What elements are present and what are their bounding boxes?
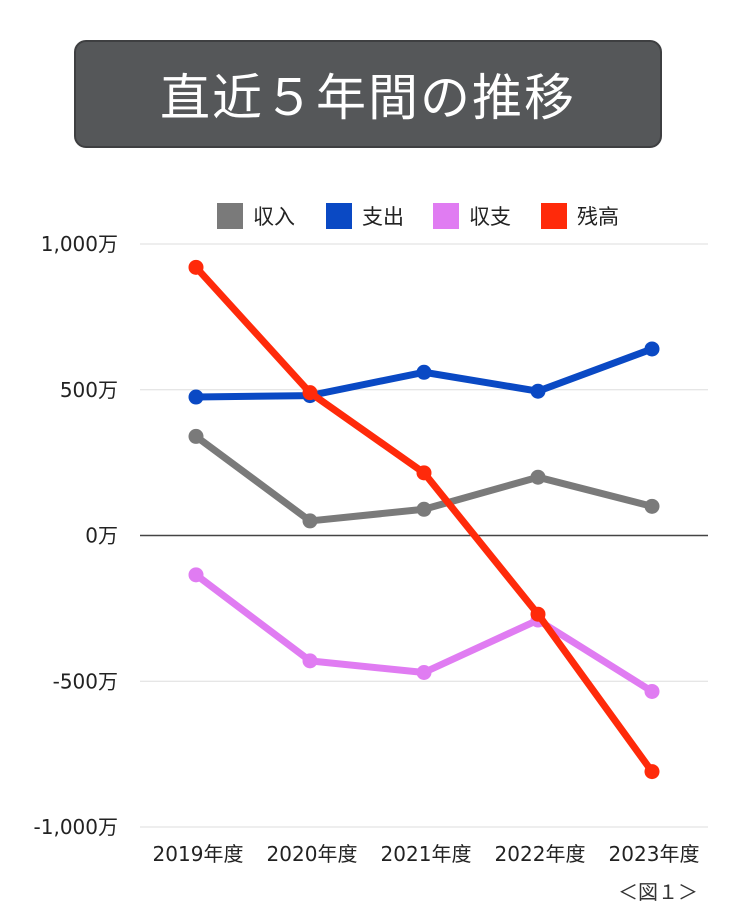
data-point	[530, 469, 546, 485]
data-point	[302, 513, 318, 529]
y-tick-label: 0万	[85, 524, 118, 548]
series-line	[192, 263, 656, 776]
figure-caption: ＜図１＞	[618, 880, 698, 904]
data-point	[416, 501, 432, 517]
legend-swatch	[326, 203, 352, 229]
data-point	[302, 385, 318, 401]
x-tick-label: 2020年度	[267, 842, 358, 866]
y-tick-label: 1,000万	[41, 232, 118, 256]
x-tick-label: 2022年度	[495, 842, 586, 866]
legend-label: 収支	[469, 205, 511, 229]
data-point	[530, 383, 546, 399]
title-banner: 直近５年間の推移	[74, 40, 662, 148]
legend-label: 収入	[253, 205, 295, 229]
data-point	[188, 259, 204, 275]
data-point	[416, 465, 432, 481]
legend-swatch	[217, 203, 243, 229]
legend-label: 残高	[577, 205, 619, 229]
legend-label: 支出	[362, 205, 404, 229]
x-tick-label: 2019年度	[153, 842, 244, 866]
data-point	[644, 498, 660, 514]
y-tick-label: -1,000万	[34, 815, 118, 839]
data-point	[188, 567, 204, 583]
data-point	[416, 665, 432, 681]
x-tick-label: 2023年度	[609, 842, 700, 866]
y-tick-label: 500万	[60, 378, 118, 402]
y-tick-label: -500万	[53, 669, 118, 693]
x-tick-label: 2021年度	[381, 842, 472, 866]
data-point	[530, 606, 546, 622]
data-point	[416, 364, 432, 380]
legend-swatch	[433, 203, 459, 229]
data-point	[644, 683, 660, 699]
data-point	[302, 653, 318, 669]
legend-swatch	[541, 203, 567, 229]
data-point	[644, 764, 660, 780]
data-point	[644, 341, 660, 357]
data-point	[188, 428, 204, 444]
data-point	[188, 389, 204, 405]
chart-title: 直近５年間の推移	[160, 69, 576, 127]
